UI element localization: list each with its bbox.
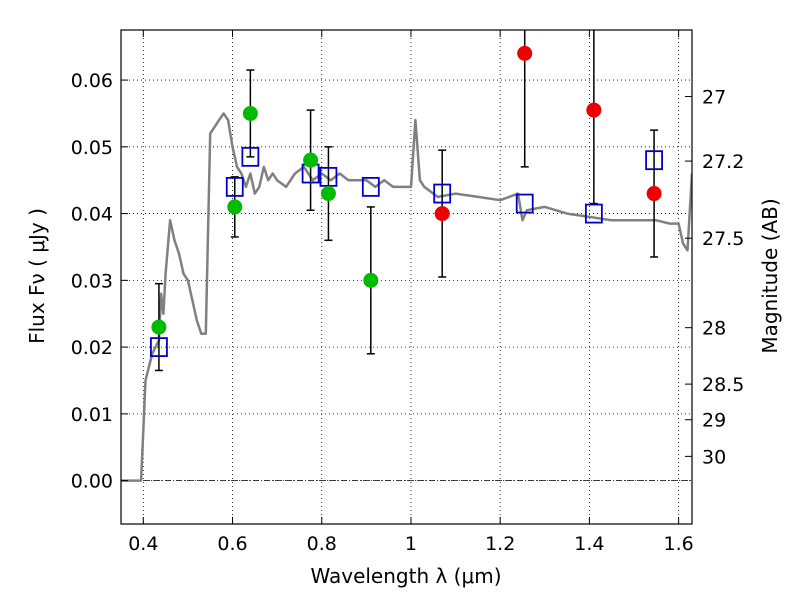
x-tick-label: 0.6 [217,533,247,555]
model-point [241,146,260,167]
detected-point [320,186,336,202]
detected-point [363,272,379,288]
y-tick-label: 0.03 [71,270,113,292]
mag-tick-label: 30 [702,446,726,468]
model-point [584,203,603,224]
mag-tick-label: 27.5 [702,228,744,250]
x-tick-label: 1.4 [574,533,604,555]
model-spectrum-line [121,112,692,482]
y-tick-label: 0.05 [71,137,113,159]
x-tick-label: 1 [405,533,417,555]
detected-point [151,319,167,335]
model-point [515,193,534,214]
axes-frame [120,29,693,525]
ticks: 0.4 0.6 0.8 1 1.2 1.4 1.6 0.00 0.01 0.02 0.03 0.04 0… [71,30,744,555]
x-tick-label: 1.2 [485,533,515,555]
mag-tick-label: 27 [702,86,726,108]
undetected-point [646,186,662,202]
y-tick-label: 0.02 [71,337,113,359]
x-tick-label: 1.6 [664,533,694,555]
undetected-point [517,45,533,61]
x-axis-label: Wavelength λ (μm) [310,564,501,588]
y-tick-label: 0.00 [71,471,113,493]
model-point [361,176,380,197]
model-point [150,337,168,357]
y-tick-label: 0.01 [71,404,113,426]
detected-point [303,152,319,168]
y-tick-label: 0.06 [71,70,113,92]
model-point [225,176,244,197]
undetected-point [586,102,602,118]
detected-point [227,199,243,215]
right-axis-label: Magnitude (AB) [758,198,782,353]
mag-tick-label: 29 [702,410,726,432]
detected-point [242,105,258,121]
undetected-point [434,206,450,222]
plot-area [121,30,692,482]
model-point [433,183,452,204]
x-tick-label: 0.8 [307,533,337,555]
mag-tick-label: 28 [702,318,726,340]
mag-tick-label: 27.2 [702,151,744,173]
plot-content [121,30,692,482]
x-tick-label: 0.4 [128,533,158,555]
y-tick-label: 0.04 [71,204,113,226]
model-point [319,166,338,187]
mag-tick-label: 28.5 [702,374,744,396]
model-point [645,150,663,171]
y-axis-label: Flux Fν ( μJy ) [25,208,49,344]
